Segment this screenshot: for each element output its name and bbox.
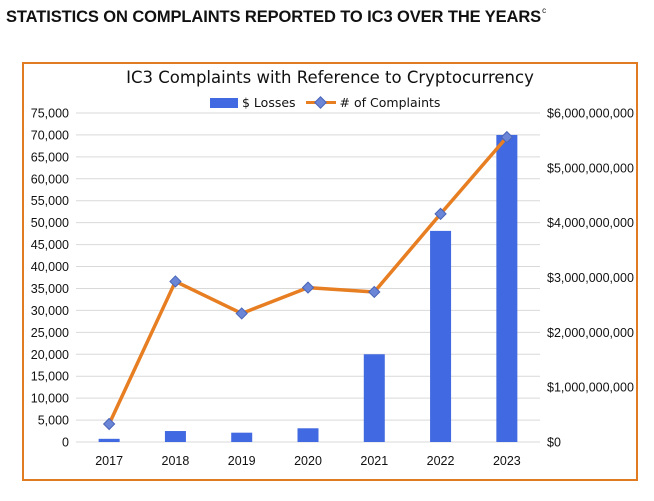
y-left-tick-label: 60,000 xyxy=(31,172,69,186)
x-tick-label: 2018 xyxy=(162,454,190,468)
y-right-tick-label: $1,000,000,000 xyxy=(547,381,634,395)
legend-swatch-complaints xyxy=(305,98,336,108)
legend-label-complaints: # of Complaints xyxy=(339,95,441,110)
x-tick-label: 2022 xyxy=(427,454,455,468)
x-tick-label: 2021 xyxy=(360,454,388,468)
bar xyxy=(98,438,120,442)
data-point xyxy=(235,307,248,320)
bar xyxy=(164,431,186,442)
x-tick-label: 2017 xyxy=(95,454,123,468)
data-point xyxy=(500,130,514,144)
y-left-tick-label: 10,000 xyxy=(31,392,69,406)
y-left-tick-label: 45,000 xyxy=(31,238,69,252)
data-point xyxy=(368,285,381,299)
page-heading-superscript: c xyxy=(542,6,546,15)
bar xyxy=(430,230,452,442)
y-right-tick-label: $6,000,000,000 xyxy=(547,107,634,121)
page-heading: STATISTICS ON COMPLAINTS REPORTED TO IC3… xyxy=(6,6,546,27)
data-point xyxy=(102,417,116,431)
chart-title: IC3 Complaints with Reference to Cryptoc… xyxy=(126,68,534,87)
bar xyxy=(363,354,385,442)
bar xyxy=(496,134,518,442)
y-left-tick-label: 25,000 xyxy=(31,326,69,340)
y-right-tick-label: $4,000,000,000 xyxy=(547,216,634,230)
y-left-tick-label: 5,000 xyxy=(38,414,69,428)
y-left-tick-label: 75,000 xyxy=(31,107,69,121)
y-right-tick-label: $5,000,000,000 xyxy=(547,161,634,175)
chart-frame: 0 5,000 10,000 15,000 20,000 25,000 30,000 35,0… xyxy=(22,62,638,481)
axis-labels: 0 5,000 10,000 15,000 20,000 25,000 30,000 35,0… xyxy=(31,107,634,469)
y-left-tick-label: 55,000 xyxy=(31,194,69,208)
line-series-complaints xyxy=(102,130,514,431)
y-left-tick-label: 15,000 xyxy=(31,370,69,384)
legend-item-losses: $ Losses xyxy=(210,95,296,110)
y-right-tick-label: $0 xyxy=(547,436,561,450)
y-right-tick-label: $3,000,000,000 xyxy=(547,271,634,285)
legend-item-complaints: # of Complaints xyxy=(305,95,441,110)
y-left-tick-label: 30,000 xyxy=(31,304,69,318)
data-point xyxy=(434,207,447,221)
bar xyxy=(297,428,319,442)
x-tick-label: 2023 xyxy=(493,454,521,468)
y-left-tick-label: 0 xyxy=(62,436,69,450)
legend-label-losses: $ Losses xyxy=(242,95,296,110)
y-left-tick-label: 35,000 xyxy=(31,282,69,296)
y-left-tick-label: 70,000 xyxy=(31,128,69,142)
y-left-tick-label: 20,000 xyxy=(31,348,69,362)
bar-series-losses xyxy=(98,134,518,442)
bar xyxy=(231,432,253,442)
data-point xyxy=(301,281,315,294)
y-left-tick-label: 50,000 xyxy=(31,216,69,230)
page-heading-text: STATISTICS ON COMPLAINTS REPORTED TO IC3… xyxy=(6,8,542,26)
y-right-tick-label: $2,000,000,000 xyxy=(547,326,634,340)
legend-swatch-losses xyxy=(210,97,238,108)
y-left-tick-label: 40,000 xyxy=(31,260,69,274)
gridlines xyxy=(76,112,540,443)
chart-legend: $ Losses # of Complaints xyxy=(210,95,450,110)
x-tick-label: 2019 xyxy=(228,454,256,468)
data-point xyxy=(169,275,182,288)
x-tick-label: 2020 xyxy=(294,454,322,468)
chart-plot: 0 5,000 10,000 15,000 20,000 25,000 30,000 35,0… xyxy=(31,107,634,469)
y-left-tick-label: 65,000 xyxy=(31,150,69,164)
